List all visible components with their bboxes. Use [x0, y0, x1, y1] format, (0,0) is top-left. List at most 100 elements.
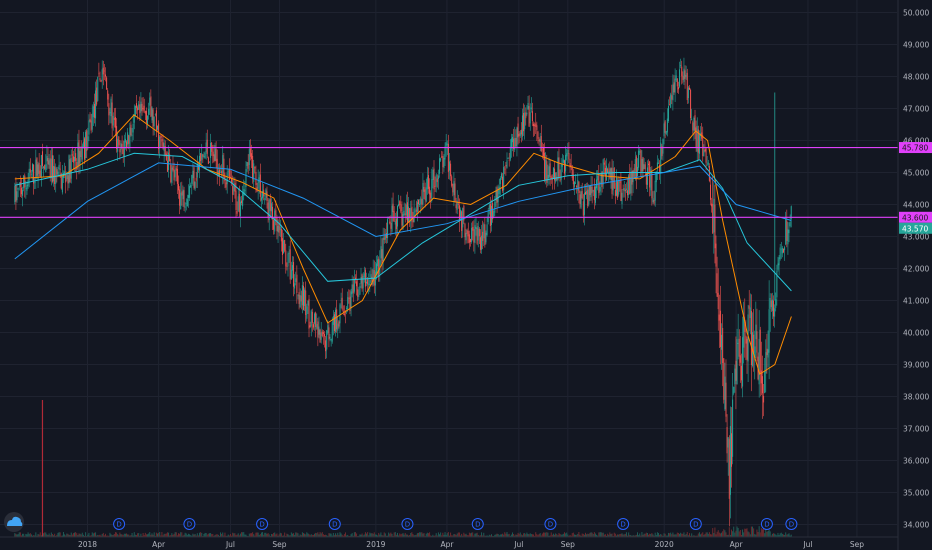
- candle: [227, 169, 229, 177]
- candle: [649, 160, 651, 197]
- volume-bar: [141, 535, 143, 537]
- candle: [790, 205, 792, 228]
- candle: [632, 170, 634, 194]
- candle-body: [251, 153, 253, 159]
- candle-body: [736, 339, 738, 385]
- candle: [728, 435, 730, 527]
- candle: [305, 281, 307, 324]
- volume-bar: [265, 532, 267, 537]
- candle: [615, 169, 617, 197]
- volume-bar: [548, 535, 550, 537]
- candle-body: [110, 98, 112, 117]
- dividend-marker[interactable]: D: [617, 518, 630, 530]
- dividend-marker[interactable]: D: [689, 518, 702, 530]
- volume-bar: [664, 533, 666, 537]
- dividend-marker[interactable]: D: [760, 518, 773, 530]
- candle-body: [625, 188, 627, 190]
- candle: [740, 353, 742, 389]
- price-label-text: 43.570: [902, 224, 928, 233]
- candle-body: [586, 190, 588, 195]
- candle: [291, 256, 293, 279]
- volume-bar: [443, 534, 445, 537]
- volume-bar: [280, 533, 282, 537]
- candle: [246, 162, 248, 172]
- candle-body: [38, 162, 40, 174]
- dividend-marker[interactable]: D: [256, 518, 269, 530]
- volume-bar: [756, 529, 758, 537]
- candle-body: [557, 157, 559, 181]
- candle: [712, 176, 714, 234]
- horizontal-lines[interactable]: [0, 146, 898, 218]
- candle-body: [763, 395, 765, 403]
- candle: [775, 292, 777, 312]
- candle-body: [214, 145, 216, 161]
- volume-bar: [530, 534, 532, 537]
- candle-body: [160, 135, 162, 138]
- candle-body: [159, 136, 161, 148]
- price-axis[interactable]: 34.00035.00036.00037.00038.00039.00040.0…: [897, 0, 929, 550]
- candle: [34, 177, 36, 190]
- dividend-marker[interactable]: D: [401, 518, 414, 530]
- volume-bar: [498, 535, 500, 537]
- volume-bar: [526, 532, 528, 537]
- candle-body: [755, 324, 757, 340]
- candle: [257, 169, 259, 200]
- volume-bar: [754, 534, 756, 537]
- candle-body: [70, 158, 72, 179]
- volume-bar: [331, 535, 333, 537]
- volume-bar: [471, 532, 473, 537]
- volume-bar: [784, 534, 786, 537]
- volume-bar: [85, 532, 87, 537]
- candle-body: [611, 167, 613, 195]
- dividend-marker[interactable]: D: [183, 518, 196, 530]
- volume-bar: [769, 531, 771, 537]
- candle: [105, 67, 107, 82]
- candle: [116, 118, 118, 153]
- candle: [610, 167, 612, 189]
- candle: [664, 120, 666, 139]
- dividend-marker[interactable]: D: [471, 518, 484, 530]
- candle: [469, 238, 471, 247]
- candle: [185, 198, 187, 211]
- dividend-marker-circle: [689, 518, 702, 530]
- candle-body: [291, 265, 293, 271]
- logo[interactable]: [4, 512, 24, 532]
- volume-bar: [258, 534, 260, 537]
- candle: [110, 96, 112, 124]
- candle: [86, 129, 88, 159]
- dividend-marker[interactable]: D: [328, 518, 341, 530]
- candle: [85, 130, 87, 161]
- candle-body: [412, 218, 414, 223]
- volume-bar: [408, 535, 410, 537]
- volume-bar: [554, 534, 556, 537]
- time-axis[interactable]: 2018 Apr Jul Sep 2019 Apr Jul Sep 2020 Apr Jul Sep: [0, 536, 898, 549]
- candle-body: [602, 159, 604, 185]
- candle-body: [585, 191, 587, 195]
- volume-bar: [18, 532, 20, 537]
- volume-bar: [457, 532, 459, 537]
- dividend-marker[interactable]: D: [113, 518, 126, 530]
- dividend-marker[interactable]: D: [544, 518, 557, 530]
- candle-body: [266, 191, 268, 202]
- candle-body: [603, 162, 605, 165]
- candle-body: [416, 202, 418, 212]
- candle-body: [113, 117, 115, 120]
- candle-body: [346, 307, 348, 309]
- volume-bar: [454, 534, 456, 537]
- volume-bar: [538, 534, 540, 537]
- dividend-marker[interactable]: D: [785, 518, 798, 530]
- candle-body: [16, 191, 18, 201]
- candle: [426, 166, 428, 195]
- candle-body: [226, 172, 228, 185]
- candle-body: [497, 190, 499, 203]
- volume-bar: [148, 533, 150, 537]
- volume-bar: [184, 532, 186, 537]
- candle-body: [767, 349, 769, 358]
- candle-body: [450, 163, 452, 177]
- candle-body: [389, 221, 391, 224]
- candle: [76, 158, 78, 180]
- volume-bar: [639, 533, 641, 537]
